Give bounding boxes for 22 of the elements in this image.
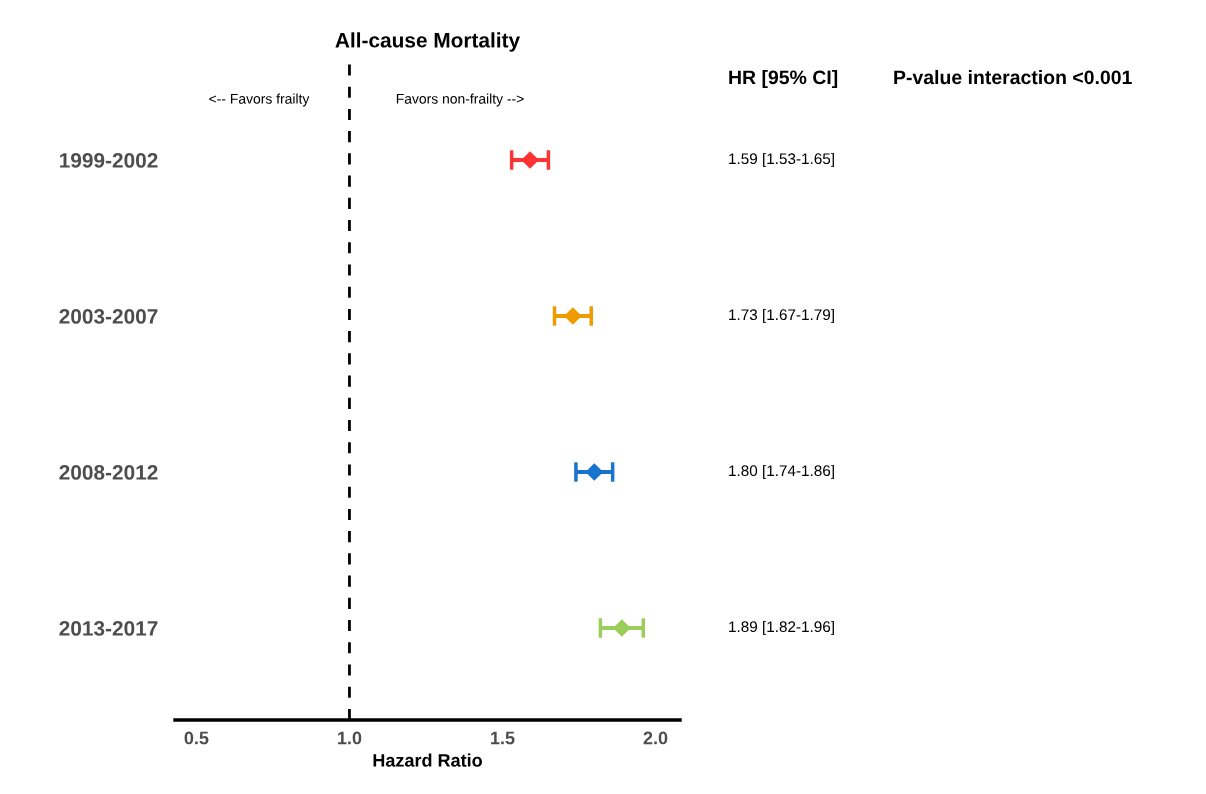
data-label: 1.73 [1.67-1.79] [729, 308, 834, 324]
x-tick-label: 1.5 [491, 731, 515, 745]
point [613, 619, 631, 637]
text: HR [95% CI] [729, 69, 838, 89]
chart-title: All-cause Mortality [335, 32, 521, 52]
data-label: 1.89 [1.82-1.96] [729, 620, 834, 636]
x-tick-label: 0.5 [184, 731, 209, 745]
y-tick-label: 2008-2012 [59, 465, 158, 480]
x-axis-title: Hazard Ratio [373, 753, 482, 767]
annotation: Favors non-frailty --> [396, 93, 524, 107]
point [521, 151, 539, 169]
point [585, 463, 603, 481]
point [564, 307, 582, 325]
y-tick-label: 2003-2007 [59, 309, 158, 324]
y-tick-label: 1999-2002 [60, 153, 158, 168]
x-tick-label: 2.0 [643, 731, 668, 745]
text: P-value interaction <0.001 [894, 69, 1132, 85]
x-tick-label: 1.0 [338, 731, 362, 745]
annotation: <-- Favors frailty [209, 93, 310, 107]
data-label: 1.80 [1.74-1.86] [729, 464, 834, 480]
data-label: 1.59 [1.53-1.65] [729, 152, 834, 168]
y-tick-label: 2013-2017 [59, 621, 158, 636]
